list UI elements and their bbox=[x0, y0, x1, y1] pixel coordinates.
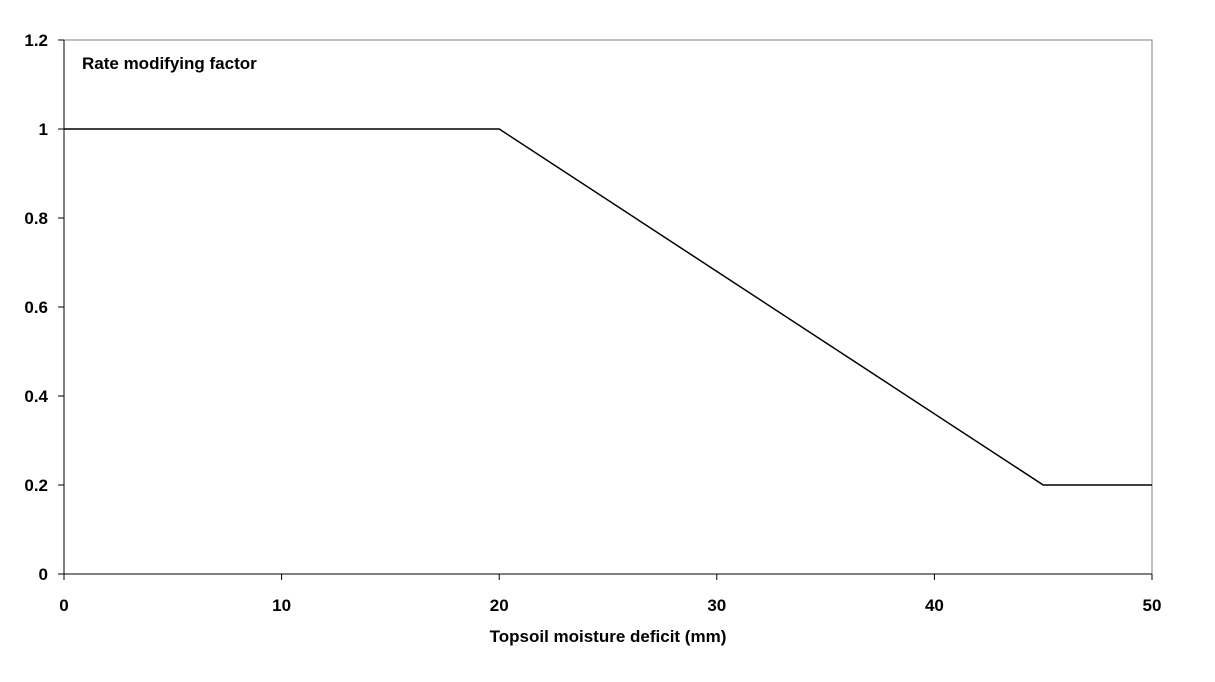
x-tick-label: 40 bbox=[925, 596, 944, 615]
y-tick-label: 1.2 bbox=[24, 31, 48, 50]
series-line bbox=[64, 129, 1152, 485]
x-tick-label: 0 bbox=[59, 596, 68, 615]
x-tick-label: 30 bbox=[707, 596, 726, 615]
x-axis-title: Topsoil moisture deficit (mm) bbox=[490, 627, 727, 646]
x-tick-label: 20 bbox=[490, 596, 509, 615]
x-tick-label: 50 bbox=[1143, 596, 1162, 615]
y-tick-label: 0.6 bbox=[24, 298, 48, 317]
plot-area-border bbox=[64, 40, 1152, 574]
y-tick-label: 0.8 bbox=[24, 209, 48, 228]
x-tick-label: 10 bbox=[272, 596, 291, 615]
x-axis-ticks: 0 10 20 30 40 50 bbox=[59, 574, 1161, 615]
y-tick-label: 0.2 bbox=[24, 476, 48, 495]
y-tick-label: 0.4 bbox=[24, 387, 48, 406]
y-tick-label: 0 bbox=[39, 565, 48, 584]
y-axis-ticks: 0 0.2 0.4 0.6 0.8 1 1.2 bbox=[24, 31, 64, 584]
y-axis-title: Rate modifying factor bbox=[82, 54, 257, 73]
series-layer bbox=[64, 129, 1152, 485]
y-tick-label: 1 bbox=[39, 120, 48, 139]
